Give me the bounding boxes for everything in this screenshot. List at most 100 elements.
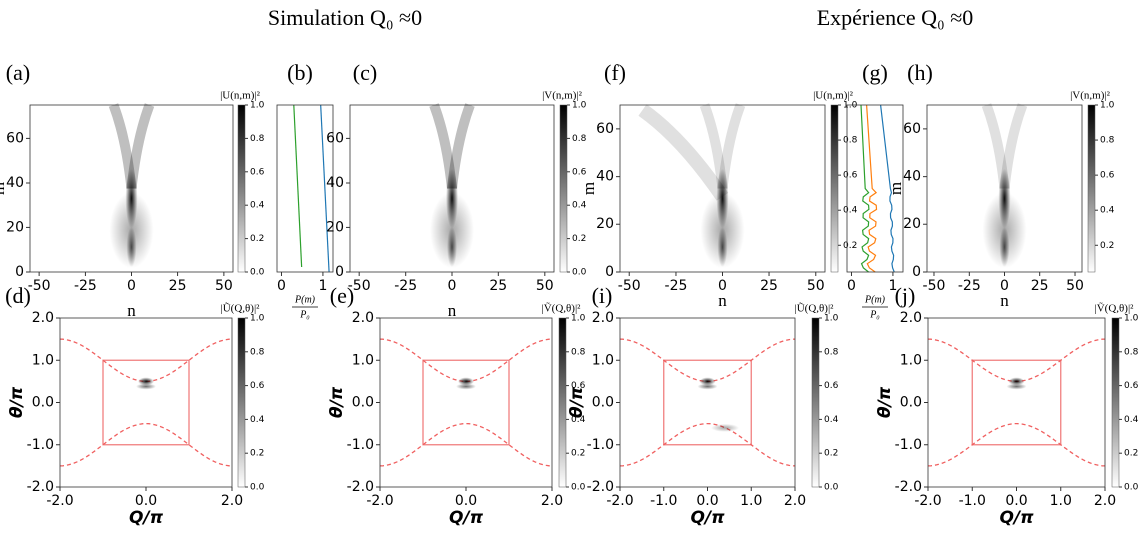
y-tick-label: 1.0 (900, 352, 922, 368)
x-tick-label: -50 (923, 278, 946, 294)
zone-box (663, 359, 752, 446)
colorbar (237, 104, 246, 273)
y-tick-label: 0 (912, 264, 921, 280)
colorbar-tick-label: 1.0 (571, 314, 586, 324)
y-tick-label: 0 (15, 264, 24, 280)
colorbar-tick-label: 0.6 (824, 381, 839, 391)
y-axis-label: m (0, 182, 8, 195)
spectrum-blob (136, 383, 156, 390)
y-axis-label: m (579, 182, 598, 195)
y-tick-label: 40 (6, 175, 24, 191)
x-tick-label: 25 (489, 278, 507, 294)
profile-curve (880, 104, 895, 273)
y-tick-label: -1.0 (27, 437, 54, 453)
colorbar-tick-label: 0.6 (1124, 381, 1139, 391)
spectrum-blob (1008, 377, 1025, 386)
x-tick-label: 1.0 (1050, 493, 1072, 509)
colorbar-tick-label: 0.8 (250, 134, 265, 144)
colorbar-tick-label: 0.8 (250, 347, 265, 357)
dispersion-curve (927, 422, 1106, 467)
x-axis-label-numerator: P(m) (864, 294, 886, 305)
x-tick-label: -25 (958, 278, 981, 294)
colorbar-tick-label: 0.2 (571, 449, 585, 459)
x-tick-label: 50 (1066, 278, 1084, 294)
x-axis-label: n (448, 301, 457, 320)
x-tick-label: -2.0 (366, 493, 393, 509)
spectrum-blob (1006, 383, 1027, 390)
colorbar-tick-label: 0.0 (571, 483, 586, 493)
colorbar-tick-label: 1.0 (250, 101, 265, 111)
colorbar-tick-label: 0.6 (572, 167, 587, 177)
y-axis-label: θ/π (875, 386, 895, 418)
colorbar-tick-label: 0.6 (250, 381, 265, 391)
x-tick-label: 0 (718, 278, 727, 294)
y-tick-label: 2.0 (352, 310, 374, 326)
x-tick-label: 50 (807, 278, 825, 294)
x-tick-label: 1 (888, 278, 897, 294)
colorbar-tick-label: 0.0 (572, 268, 587, 278)
y-tick-label: 40 (903, 169, 921, 185)
y-tick-label: 0 (335, 264, 344, 280)
heading: Simulation Q₀ ≈0 (268, 5, 422, 30)
colorbar-label: |V(n,m)|² (542, 90, 582, 102)
x-axis-label-numerator: P(m) (294, 294, 316, 305)
colorbar (558, 317, 567, 488)
y-tick-label: 2.0 (32, 310, 54, 326)
x-axis-label: n (127, 301, 136, 320)
panel-label: (h) (907, 60, 933, 85)
axes-frame (619, 317, 796, 488)
colorbar-tick-label: 1.0 (1124, 314, 1139, 324)
panel-label: (c) (353, 60, 377, 85)
colorbar-tick-label: 0.0 (250, 268, 265, 278)
panel-label: (f) (604, 60, 626, 85)
colorbar-tick-label: 0.4 (250, 201, 265, 211)
x-tick-label: -25 (394, 278, 417, 294)
colorbar-tick-label: 0.8 (572, 134, 587, 144)
x-tick-label: -2.0 (914, 493, 941, 509)
colorbar-tick-label: 0.4 (824, 415, 839, 425)
panel-label: (g) (862, 60, 888, 85)
colorbar-tick-label: 0.2 (824, 449, 838, 459)
colorbar-tick-label: 0.6 (571, 381, 586, 391)
x-tick-label: 25 (1031, 278, 1049, 294)
colorbar-tick-label: 0.2 (1100, 241, 1114, 251)
colorbar-tick-label: 0.8 (571, 347, 586, 357)
heatmap-blob (717, 226, 728, 267)
colorbar-label: |U(n,m)|² (813, 90, 853, 102)
x-tick-label: -2.0 (46, 493, 73, 509)
profile-curve (320, 104, 330, 273)
x-axis-label: n (718, 291, 727, 310)
y-axis-label: θ/π (7, 386, 27, 418)
y-axis-label: θ/π (567, 386, 587, 418)
spectrum-blob (699, 377, 716, 386)
y-tick-label: -1.0 (347, 437, 374, 453)
x-tick-label: 50 (215, 278, 233, 294)
y-tick-label: 2.0 (592, 310, 614, 326)
x-tick-label: -25 (665, 278, 688, 294)
profile-curve (860, 104, 870, 273)
x-tick-label: 1.0 (740, 493, 762, 509)
y-tick-label: 1.0 (352, 352, 374, 368)
colorbar-tick-label: 0.6 (1100, 171, 1115, 181)
x-tick-label: 0.0 (455, 493, 477, 509)
colorbar (830, 104, 839, 273)
x-tick-label: 25 (169, 278, 187, 294)
y-tick-label: -2.0 (27, 479, 54, 495)
colorbar-tick-label: 1.0 (1100, 101, 1115, 111)
colorbar-tick-label: 1.0 (824, 314, 839, 324)
dispersion-curve (379, 338, 553, 383)
x-tick-label: 0 (847, 278, 856, 294)
x-axis-label: Q/π (690, 508, 725, 528)
y-tick-label: 0.0 (592, 395, 614, 411)
colorbar-tick-label: 0.4 (250, 415, 265, 425)
y-tick-label: 60 (6, 130, 24, 146)
colorbar-label: |U(n,m)|² (220, 90, 260, 102)
axes-frame (59, 317, 233, 488)
colorbar-label: |V(n,m)|² (1070, 90, 1110, 102)
heatmap-blob (716, 168, 729, 229)
colorbar-label: |Ũ(Q,θ)|² (221, 303, 261, 315)
dispersion-curve (379, 422, 553, 467)
x-tick-label: 25 (760, 278, 778, 294)
